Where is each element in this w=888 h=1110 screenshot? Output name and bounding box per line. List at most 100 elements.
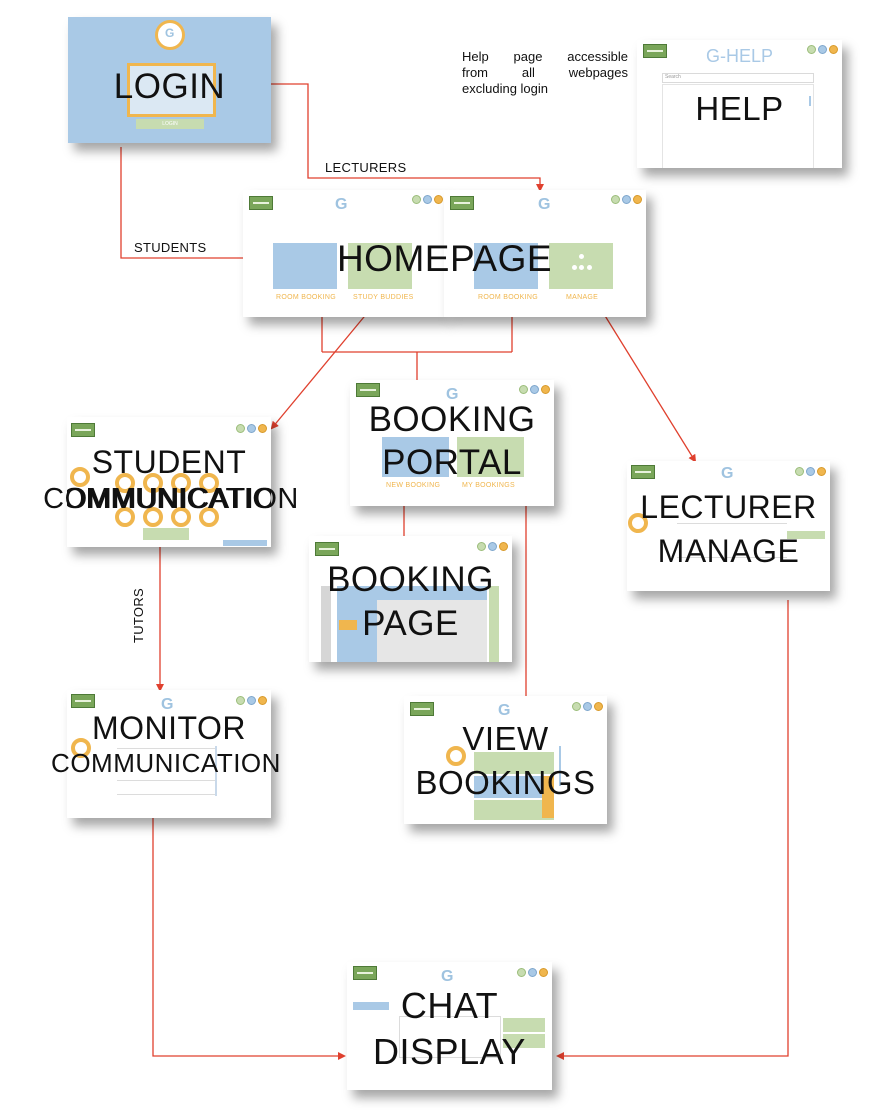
login-screen: G LOGIN LOGIN bbox=[68, 17, 271, 143]
new-booking-label: NEW BOOKING bbox=[386, 482, 441, 489]
logo-icon bbox=[353, 966, 377, 980]
logo-icon bbox=[410, 702, 434, 716]
window-controls bbox=[517, 968, 548, 977]
chat-action-button-2[interactable] bbox=[503, 1034, 545, 1048]
window-controls bbox=[807, 45, 838, 54]
study-buddies-tile[interactable] bbox=[348, 243, 412, 289]
edge-monitor-to-chat bbox=[152, 818, 346, 1060]
grid-selected-slot[interactable] bbox=[339, 620, 357, 630]
edge-homepage-to-booking-portal bbox=[321, 307, 513, 380]
booking-page-title-line-1: BOOKING bbox=[327, 560, 494, 599]
login-title: LOGIN bbox=[113, 67, 226, 106]
booking-card[interactable] bbox=[474, 752, 554, 774]
corner-button[interactable] bbox=[223, 540, 267, 546]
avatar-ring bbox=[171, 507, 191, 527]
avatar-ring bbox=[71, 738, 91, 758]
edge-manage-to-lecturer-manage bbox=[593, 297, 697, 463]
chat-action-button[interactable] bbox=[503, 1018, 545, 1032]
logo-icon bbox=[356, 383, 380, 397]
avatar-ring bbox=[171, 473, 191, 493]
booking-page-title-line-2: PAGE bbox=[362, 604, 459, 643]
my-bookings-label: MY BOOKINGS bbox=[462, 482, 515, 489]
login-form-box bbox=[127, 63, 216, 117]
login-button[interactable]: LOGIN bbox=[136, 119, 204, 129]
left-arrow-panel[interactable] bbox=[321, 586, 331, 662]
help-search-placeholder: Search bbox=[665, 74, 681, 80]
booking-side-tag bbox=[542, 776, 554, 818]
window-controls bbox=[572, 702, 603, 711]
monitor-communication-title-line-2: COMMUNICATION bbox=[51, 748, 281, 778]
help-scrollbar[interactable] bbox=[809, 96, 811, 106]
window-controls bbox=[519, 385, 550, 394]
student-communication-title-line-1: STUDENT bbox=[91, 444, 247, 480]
login-logo-mark: G bbox=[165, 26, 175, 40]
help-header: G-HELP bbox=[705, 46, 774, 66]
help-screen: G-HELP Search HELP bbox=[637, 40, 842, 168]
view-bookings-title-line-1: VIEW bbox=[462, 720, 549, 757]
monitor-communication-title-line-1: MONITOR bbox=[91, 710, 246, 746]
help-title: HELP bbox=[695, 90, 784, 127]
chat-display-screen: G CHAT DISPLAY bbox=[347, 962, 552, 1090]
booking-page-screen: BOOKING PAGE bbox=[309, 536, 512, 662]
list-scrollbar[interactable] bbox=[215, 746, 217, 796]
edge-lecturer-manage-to-chat bbox=[556, 600, 789, 1060]
avatar-ring bbox=[143, 507, 163, 527]
edge-label-students: STUDENTS bbox=[134, 240, 207, 255]
booking-portal-screen: G NEW BOOKING MY BOOKINGS BOOKING PORTAL bbox=[350, 380, 554, 506]
avatar-ring bbox=[70, 467, 90, 487]
help-note: Help page accessible from all webpages e… bbox=[462, 49, 628, 97]
avatar-ring bbox=[115, 507, 135, 527]
list-line bbox=[117, 748, 217, 749]
login-logo-circle bbox=[155, 20, 185, 50]
help-note-line-1: Help page accessible bbox=[462, 49, 628, 64]
logo-icon bbox=[71, 423, 95, 437]
avatar-ring bbox=[199, 507, 219, 527]
avatar-ring bbox=[143, 473, 163, 493]
back-button[interactable] bbox=[353, 1002, 389, 1010]
help-content-box bbox=[662, 84, 814, 168]
booking-card[interactable] bbox=[474, 800, 554, 820]
student-communication-screen: STUDENT COMMUNICATION bbox=[67, 417, 271, 547]
homepage-mark: G bbox=[335, 196, 348, 213]
window-controls bbox=[795, 467, 826, 476]
logo-icon bbox=[249, 196, 273, 210]
login-button-label: LOGIN bbox=[162, 121, 178, 127]
homepage-mark-2: G bbox=[538, 196, 551, 213]
room-booking-tile[interactable] bbox=[273, 243, 337, 289]
help-note-line-2: from all webpages bbox=[462, 65, 628, 80]
booking-card[interactable] bbox=[474, 776, 554, 798]
window-controls bbox=[236, 696, 267, 705]
room-booking-label: ROOM BOOKING bbox=[276, 294, 336, 301]
help-search-box[interactable]: Search bbox=[662, 73, 814, 83]
homepage-lecturer-screen: G ROOM BOOKING MANAGE bbox=[444, 190, 646, 317]
grid-header bbox=[337, 586, 487, 600]
lecturer-manage-title-line-1: LECTURER bbox=[640, 489, 817, 525]
right-arrow-panel[interactable] bbox=[489, 586, 499, 662]
avatar-ring bbox=[628, 513, 648, 533]
view-bookings-mark: G bbox=[498, 702, 511, 719]
booking-portal-title-line-2: PORTAL bbox=[382, 443, 522, 482]
window-controls bbox=[477, 542, 508, 551]
homepage-title: HOMEPAGE bbox=[336, 238, 553, 279]
chat-display-title-line-2: DISPLAY bbox=[373, 1031, 526, 1072]
monitor-communication-screen: G MONITOR bbox=[67, 690, 271, 818]
my-bookings-tile[interactable] bbox=[457, 437, 524, 477]
homepage-student-screen: G ROOM BOOKING STUDY BUDDIES bbox=[243, 190, 445, 317]
booking-portal-title-line-1: BOOKING bbox=[368, 400, 536, 439]
action-button[interactable] bbox=[787, 531, 825, 539]
chat-display-mark: G bbox=[441, 968, 454, 985]
study-buddies-label: STUDY BUDDIES bbox=[353, 294, 414, 301]
booking-portal-mark: G bbox=[446, 386, 459, 403]
lecturer-manage-title-line-2: MANAGE bbox=[657, 533, 800, 569]
view-bookings-screen: G VIEW BOOKINGS bbox=[404, 696, 607, 824]
window-controls bbox=[412, 195, 443, 204]
student-communication-title-line-2: COMMUNICATION bbox=[67, 483, 271, 515]
monitor-communication-button[interactable] bbox=[143, 528, 189, 540]
room-booking-tile-2[interactable] bbox=[474, 243, 538, 289]
window-controls bbox=[236, 424, 267, 433]
list-scrollbar[interactable] bbox=[559, 746, 561, 786]
list-line bbox=[117, 780, 217, 781]
new-booking-tile[interactable] bbox=[382, 437, 449, 477]
view-bookings-title-line-2: BOOKINGS bbox=[415, 764, 596, 801]
grid-times-col bbox=[337, 600, 377, 662]
